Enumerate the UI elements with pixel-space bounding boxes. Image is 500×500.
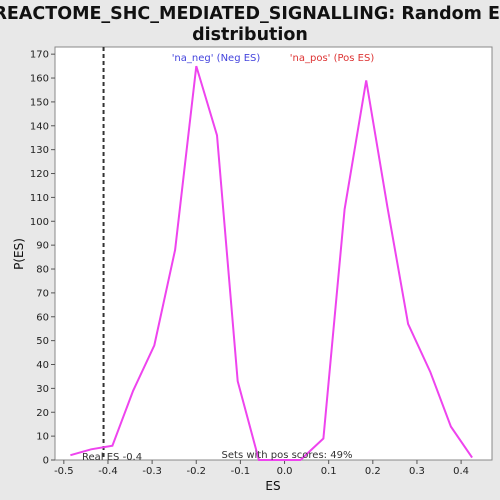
y-tick-label: 170 [30, 50, 49, 61]
es-distribution-line [70, 65, 473, 461]
x-tick-label: 0.1 [321, 466, 337, 477]
y-tick-label: 70 [36, 288, 49, 299]
x-tick-label: -0.1 [231, 466, 251, 477]
y-axis-ticks: 0 10 20 30 40 50 60 70 80 90 100 110 120 130 140 150 160… [30, 50, 55, 467]
pos-scores-annotation: Sets with pos scores: 49% [222, 450, 353, 461]
x-tick-label: -0.5 [54, 466, 74, 477]
legend-pos-label: 'na_pos' (Pos ES) [290, 53, 375, 64]
chart-subtitle: distribution [192, 25, 308, 45]
y-tick-label: 140 [30, 121, 49, 132]
y-tick-label: 30 [36, 384, 49, 395]
y-tick-label: 40 [36, 360, 49, 371]
x-tick-label: -0.3 [142, 466, 162, 477]
y-axis-label: P(ES) [12, 238, 26, 270]
y-tick-label: 60 [36, 312, 49, 323]
y-tick-label: 90 [36, 241, 49, 252]
x-tick-label: 0.0 [277, 466, 293, 477]
y-tick-label: 100 [30, 217, 49, 228]
y-tick-label: 80 [36, 265, 49, 276]
y-tick-label: 110 [30, 193, 49, 204]
real-es-label: Real ES -0.4 [82, 452, 142, 463]
plot-area [54, 46, 493, 461]
x-axis-ticks: -0.5 -0.4 -0.3 -0.2 -0.1 0.0 0.1 0.2 0.3 0.4 [54, 460, 469, 477]
y-tick-label: 10 [36, 432, 49, 443]
x-tick-label: 0.2 [365, 466, 381, 477]
y-tick-label: 130 [30, 145, 49, 156]
legend-neg-label: 'na_neg' (Neg ES) [172, 53, 261, 64]
x-axis-label: ES [265, 479, 280, 493]
y-tick-label: 120 [30, 169, 49, 180]
x-tick-label: 0.4 [453, 466, 469, 477]
y-tick-label: 0 [43, 456, 49, 467]
x-tick-label: 0.3 [409, 466, 425, 477]
x-tick-label: -0.4 [98, 466, 118, 477]
y-tick-label: 20 [36, 408, 49, 419]
y-tick-label: 160 [30, 74, 49, 85]
y-tick-label: 50 [36, 336, 49, 347]
chart-title: REACTOME_SHC_MEDIATED_SIGNALLING: Random… [0, 4, 500, 24]
y-tick-label: 150 [30, 97, 49, 108]
x-tick-label: -0.2 [186, 466, 206, 477]
